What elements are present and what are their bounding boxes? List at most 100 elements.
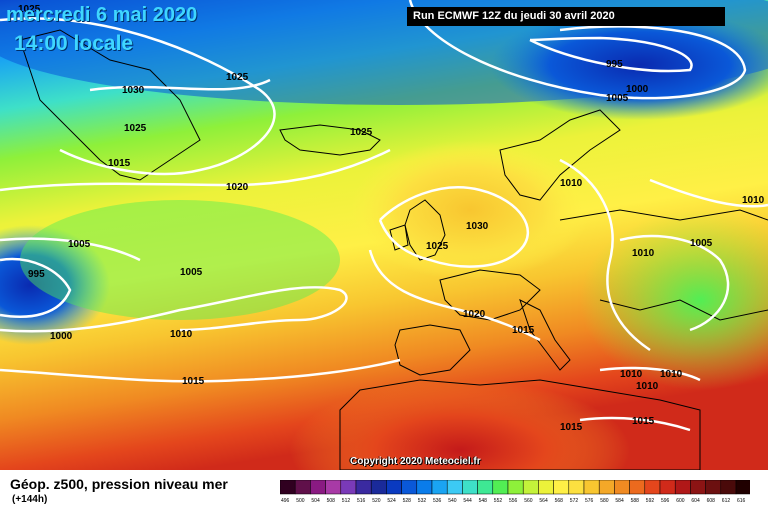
legend-swatch [553, 480, 570, 495]
isobar-label: 1010 [560, 178, 583, 189]
color-scale-legend: 496 500 504 508 512 516 520 524 528 532 536 540 544 5… [280, 480, 750, 504]
isobar-1030-greenland [89, 78, 271, 92]
isobar-label: 1025 [226, 72, 249, 83]
isobar-label: 1020 [463, 309, 486, 320]
north-africa-outline [339, 379, 701, 470]
legend-swatch [280, 480, 296, 495]
legend-tick-label: 596 [661, 498, 670, 504]
legend-swatch [659, 480, 676, 495]
legend-tick-label: 496 [281, 498, 290, 504]
northern-low-core [490, 10, 768, 120]
legend-tick-label: 548 [479, 498, 488, 504]
isobars [0, 0, 768, 430]
italy-outline [519, 299, 571, 371]
isobar-1020-mid [0, 148, 391, 192]
isobar-label: 1030 [122, 85, 145, 96]
legend-swatch [355, 480, 372, 495]
legend-swatch [690, 480, 706, 495]
isobar-1015-south-east [579, 416, 691, 432]
legend-swatch [507, 480, 524, 495]
isobar-label: 1010 [170, 329, 193, 340]
legend-tick-label: 616 [737, 498, 746, 504]
legend-swatch [492, 480, 509, 495]
legend-tick-label: 524 [387, 498, 396, 504]
legend-tick-label: 552 [494, 498, 503, 504]
legend-tick-label: 556 [509, 498, 518, 504]
legend-swatch [522, 480, 539, 495]
legend-tick-label: 584 [615, 498, 624, 504]
isobar-label: 1000 [626, 84, 649, 95]
legend-swatch [538, 480, 554, 495]
isobar-label: 1010 [636, 381, 659, 392]
isobar-label: 1010 [620, 369, 643, 380]
isobar-1020-ridge [368, 249, 541, 342]
ridge-core [350, 140, 590, 280]
legend-tick-label: 608 [707, 498, 716, 504]
legend-tick-label: 540 [448, 498, 457, 504]
isobar-label: 1025 [350, 127, 373, 138]
legend-tick-label: 500 [296, 498, 305, 504]
isobar-1000-1010-west [0, 286, 348, 333]
scandinavia-outline [499, 109, 621, 201]
isobar-label: 1005 [180, 267, 203, 278]
legend-swatch [340, 480, 357, 495]
legend-tick-label: 520 [372, 498, 381, 504]
isobar-1015-central [559, 158, 651, 352]
isobar-label: 1015 [182, 376, 205, 387]
iceland-outline [279, 124, 381, 156]
east-europe-border [559, 209, 768, 221]
isobar-label: 1010 [660, 369, 683, 380]
legend-tick-label: 504 [311, 498, 320, 504]
legend-tick-label: 572 [570, 498, 579, 504]
isobar-label: 1025 [124, 123, 147, 134]
legend-swatch [416, 480, 433, 495]
legend-swatch [325, 480, 342, 495]
isobar-label: 1005 [690, 238, 713, 249]
weather-map: 1025 1030 1025 1025 1025 1015 1020 1030 … [0, 0, 768, 470]
legend-swatch [431, 480, 448, 495]
greenland-outline [19, 29, 201, 181]
isobar-label: 1015 [512, 325, 535, 336]
legend-swatch [477, 480, 494, 495]
isobar-995-west [0, 257, 72, 318]
green-trough [20, 200, 340, 320]
legend-swatch [310, 480, 326, 495]
legend-swatch [598, 480, 615, 495]
legend-swatch [735, 480, 750, 495]
isobar-1030-high [378, 186, 530, 268]
isobar-1005-east [619, 234, 730, 332]
forecast-lead-time: (+144h) [12, 494, 48, 505]
legend-tick-label: 512 [342, 498, 351, 504]
legend-swatch [294, 480, 311, 495]
iberia-outline [394, 324, 471, 376]
legend-tick-label: 508 [327, 498, 336, 504]
legend-swatch [614, 480, 630, 495]
western-low-core [0, 225, 110, 345]
isobar-1015-sw [0, 358, 401, 383]
map-footer: Géop. z500, pression niveau mer (+144h) … [0, 470, 768, 512]
eastern-green [580, 210, 768, 390]
copyright-notice: Copyright 2020 Meteociel.fr [350, 456, 481, 467]
legend-swatch [644, 480, 661, 495]
legend-tick-label: 604 [691, 498, 700, 504]
legend-tick-label: 588 [631, 498, 640, 504]
legend-swatch [674, 480, 691, 495]
saharan-heat [290, 380, 630, 470]
map-title: Géop. z500, pression niveau mer [10, 476, 228, 492]
legend-tick-label: 576 [585, 498, 594, 504]
map-canvas: 1025 1030 1025 1025 1025 1015 1020 1030 … [0, 0, 768, 470]
isobar-label: 995 [28, 269, 45, 280]
legend-tick-label: 568 [555, 498, 564, 504]
legend-swatch [583, 480, 600, 495]
legend-swatch [629, 480, 646, 495]
isobar-label: 1015 [560, 422, 583, 433]
legend-swatch [568, 480, 585, 495]
legend-swatch [720, 480, 737, 495]
isobar-1010-balkans [599, 366, 701, 382]
legend-swatch [462, 480, 478, 495]
forecast-time: 14:00 locale [14, 32, 134, 55]
isobar-label: 1015 [108, 158, 131, 169]
isobar-995-north-low [529, 36, 693, 73]
isobar-label: 1025 [18, 4, 41, 15]
forecast-date: mercredi 6 mai 2020 [6, 4, 198, 26]
